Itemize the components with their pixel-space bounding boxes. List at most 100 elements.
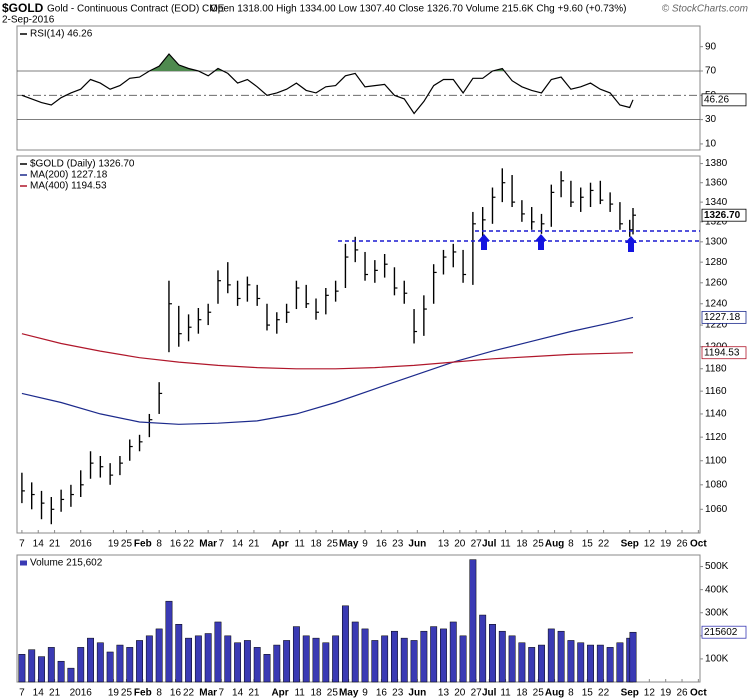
volume-bar: [469, 559, 477, 683]
volume-bar: [596, 644, 604, 683]
volume-bar: [498, 630, 506, 683]
x-tick-label: Oct: [690, 539, 707, 550]
x-tick-label: 7: [19, 539, 25, 550]
x-tick-label: 25: [121, 688, 133, 699]
volume-bar: [185, 637, 193, 683]
x-tick-label: Mar: [199, 539, 217, 550]
volume-bar: [38, 656, 45, 683]
y-tick-label: 1180: [705, 363, 727, 374]
x-tick-label: 26: [676, 688, 688, 699]
x-tick-label: 23: [392, 688, 404, 699]
volume-bar: [420, 630, 428, 683]
volume-bar: [243, 640, 251, 683]
x-tick-label: 21: [49, 688, 61, 699]
quote: Open 1318.00 High 1334.00 Low 1307.40 Cl…: [210, 4, 626, 15]
x-tick-label: 26: [676, 539, 688, 550]
last-value-label: 1194.53: [704, 347, 740, 358]
y-tick-label: 1220: [705, 320, 728, 331]
x-tick-label: 20: [454, 688, 466, 699]
volume-bar: [489, 624, 496, 683]
x-tick-label: May: [339, 539, 359, 550]
volume-bar: [57, 660, 65, 683]
x-tick-label: Sep: [621, 539, 639, 550]
legend-label: $GOLD (Daily) 1326.70: [30, 159, 135, 170]
volume-bar: [253, 647, 261, 683]
y-tick-label: 1260: [705, 277, 728, 288]
x-tick-label: 8: [568, 688, 574, 699]
volume-bar: [302, 635, 310, 683]
x-tick-label: Aug: [545, 539, 564, 550]
x-tick-label: 11: [294, 539, 305, 550]
volume-bar: [400, 637, 408, 683]
volume-bar: [116, 644, 124, 683]
x-tick-label: Jun: [408, 688, 426, 699]
y-tick-label: 70: [705, 66, 717, 77]
x-tick-label: 21: [248, 539, 260, 550]
volume-bar: [449, 621, 457, 683]
x-tick-label: 25: [327, 688, 339, 699]
volume-bar: [165, 600, 173, 683]
x-tick-label: 27: [471, 539, 483, 550]
x-tick-label: 16: [170, 539, 182, 550]
x-tick-label: 22: [598, 688, 610, 699]
x-tick-label: 19: [660, 688, 672, 699]
x-tick-label: 22: [183, 539, 195, 550]
y-tick-label: 1080: [705, 479, 728, 490]
x-tick-label: 7: [19, 688, 25, 699]
x-tick-label: 13: [438, 539, 450, 550]
last-value-label: 1227.18: [704, 312, 741, 323]
x-tick-label: Apr: [271, 539, 288, 550]
volume-bar: [77, 647, 85, 683]
instrument-name: Gold - Continuous Contract (EOD) CME: [47, 4, 225, 15]
volume-bar: [361, 628, 369, 683]
x-tick-label: Mar: [199, 688, 217, 699]
last-value-box: [701, 310, 747, 324]
y-tick-label: 1160: [705, 386, 727, 397]
volume-bar: [430, 626, 438, 683]
arrow: [478, 234, 490, 250]
date: 2-Sep-2016: [2, 15, 55, 26]
x-tick-label: 12: [644, 539, 656, 550]
x-tick-label: 8: [156, 688, 162, 699]
volume-bar: [283, 640, 291, 683]
legend-label: RSI(14) 46.26: [30, 29, 93, 40]
volume-bar: [508, 635, 516, 683]
y-tick-label: 1140: [705, 409, 727, 420]
volume-bar: [351, 621, 359, 683]
volume-bar: [28, 649, 36, 683]
x-tick-label: 25: [533, 539, 545, 550]
legend-label: MA(200) 1227.18: [30, 170, 108, 181]
x-tick-label: 25: [121, 539, 133, 550]
volume-bar: [67, 667, 75, 683]
x-tick-label: 22: [598, 539, 610, 550]
legend-label: MA(400) 1194.53: [30, 181, 107, 192]
last-value-box: [701, 208, 747, 222]
x-tick-label: 18: [516, 539, 528, 550]
x-tick-label: Apr: [271, 688, 288, 699]
y-tick-label: 300K: [705, 607, 729, 618]
volume-bar: [410, 640, 418, 683]
volume-bar: [155, 628, 163, 683]
volume-bar: [204, 633, 212, 683]
volume-bar: [440, 628, 447, 683]
y-tick-label: 500K: [705, 561, 729, 572]
last-value-label: 1326.70: [704, 210, 741, 221]
volume-bar: [547, 628, 555, 683]
x-tick-label: 8: [156, 539, 162, 550]
x-tick-label: Jun: [408, 539, 426, 550]
y-tick-label: 1360: [705, 177, 728, 188]
x-tick-label: 14: [33, 539, 45, 550]
price-panel: [16, 155, 701, 534]
x-tick-label: Oct: [690, 688, 707, 699]
x-tick-label: 9: [362, 539, 368, 550]
y-tick-label: 1340: [705, 197, 728, 208]
volume-bar: [322, 642, 330, 683]
symbol: $GOLD: [2, 1, 44, 15]
x-tick-label: 2016: [70, 539, 93, 550]
x-tick-label: 11: [500, 539, 511, 550]
y-tick-label: 90: [705, 41, 717, 52]
volume-bar: [528, 647, 536, 683]
volume-bar: [106, 651, 114, 683]
x-tick-label: 16: [376, 539, 388, 550]
x-tick-label: 27: [471, 688, 483, 699]
